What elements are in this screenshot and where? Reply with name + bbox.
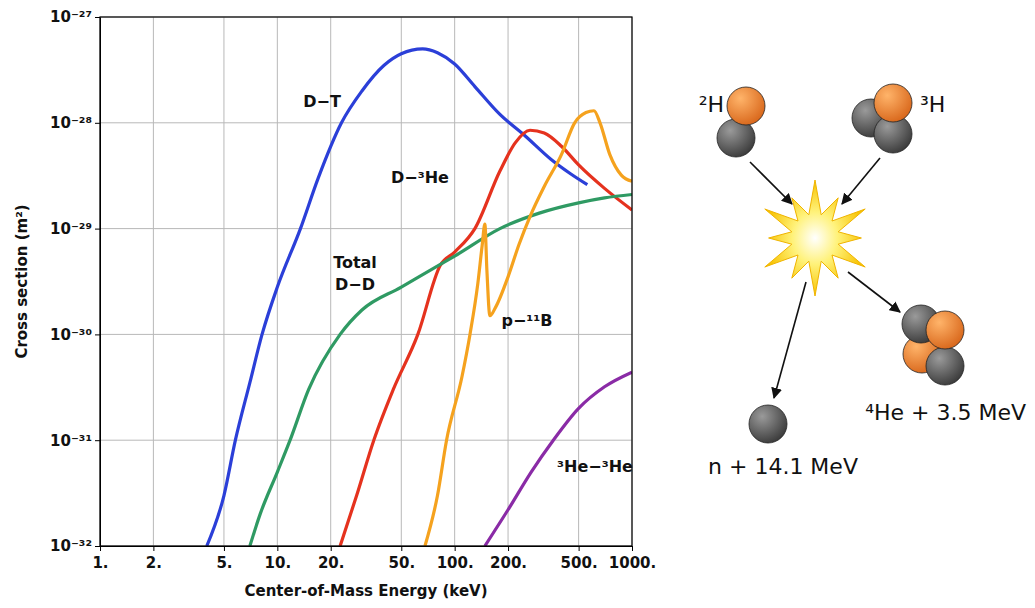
- series-line: [425, 111, 632, 546]
- y-tick-mark: [95, 546, 100, 547]
- y-tick: 10⁻³¹: [50, 432, 100, 450]
- x-tick-label: 1000.: [609, 554, 656, 572]
- y-tick-mark: [95, 17, 100, 18]
- reaction-diagram: ²H ³H n + 14.1 MeV ⁴He + 3.5 MeV: [699, 84, 1026, 479]
- x-tick-mark: [224, 546, 225, 551]
- grid-line-x: [454, 17, 455, 546]
- series-label: D−T: [303, 92, 341, 111]
- x-tick: 50.: [388, 546, 415, 572]
- grid-line-y: [100, 122, 632, 123]
- neutron: [926, 347, 964, 385]
- x-tick-label: 100.: [437, 554, 474, 572]
- neutron: [749, 405, 787, 443]
- x-tick: 5.: [216, 546, 232, 572]
- x-tick-mark: [331, 546, 332, 551]
- x-tick: 1000.: [609, 546, 656, 572]
- grid: [100, 17, 632, 546]
- proton: [874, 84, 912, 122]
- y-tick-label: 10⁻²⁷: [50, 8, 92, 26]
- x-tick-mark: [100, 546, 101, 551]
- x-tick: 20.: [318, 546, 345, 572]
- y-axis-line: [100, 18, 101, 547]
- x-tick-label: 500.: [561, 554, 598, 572]
- y-tick-mark: [95, 229, 100, 230]
- arrow: [774, 282, 806, 398]
- y-axis: 10⁻³² 10⁻³¹ 10⁻³⁰ 10⁻²⁹ 10⁻²⁸ 10⁻²⁷: [50, 8, 100, 555]
- series-label: p−¹¹B: [501, 311, 552, 330]
- x-tick-mark: [455, 546, 456, 551]
- figure: 1.2.5.10.20.50.100.200.500.1000.10⁻³²10⁻…: [0, 0, 1035, 608]
- x-tick: 2.: [146, 546, 162, 572]
- y-axis-title: Cross section (m²): [13, 204, 31, 358]
- reactant-label: ³H: [920, 92, 945, 117]
- y-tick-mark: [95, 334, 100, 335]
- arrow: [842, 158, 880, 204]
- reactant-label: ²H: [699, 92, 724, 117]
- x-tick: 1.: [92, 546, 108, 572]
- series-labels: D−T D−³He TotalD−D p−¹¹B ³He−³He: [303, 92, 633, 476]
- y-tick: 10⁻²⁷: [50, 8, 100, 26]
- y-tick: 10⁻³⁰: [50, 326, 100, 344]
- product-label: n + 14.1 MeV: [708, 454, 858, 479]
- x-tick: 500.: [561, 546, 598, 572]
- series-label: D−³He: [391, 168, 449, 187]
- x-tick: 10.: [265, 546, 292, 572]
- grid-line-x: [223, 17, 224, 546]
- x-axis: 1. 2. 5. 10. 20. 50. 100. 200. 500. 1000.: [92, 546, 656, 572]
- x-tick: 200.: [490, 546, 527, 572]
- x-tick-label: 200.: [490, 554, 527, 572]
- y-tick-mark: [95, 123, 100, 124]
- y-tick-label: 10⁻²⁹: [50, 220, 92, 238]
- x-tick-mark: [632, 546, 633, 551]
- x-tick-mark: [579, 546, 580, 551]
- grid-line-y: [100, 228, 632, 229]
- x-tick-mark: [153, 546, 154, 551]
- y-tick: 10⁻²⁸: [50, 114, 100, 132]
- x-tick-label: 1.: [92, 554, 108, 572]
- arrow: [848, 272, 900, 312]
- x-tick-mark: [277, 546, 278, 551]
- x-tick-label: 20.: [318, 554, 345, 572]
- y-tick-label: 10⁻³²: [50, 537, 92, 555]
- x-tick-label: 10.: [265, 554, 292, 572]
- x-tick-mark: [508, 546, 509, 551]
- series-label: ³He−³He: [557, 457, 633, 476]
- grid-line-x: [153, 17, 154, 546]
- x-axis-line: [101, 546, 633, 547]
- plot-background: [100, 17, 632, 546]
- arrow: [750, 162, 792, 204]
- x-tick: 100.: [437, 546, 474, 572]
- y-tick-label: 10⁻³⁰: [50, 326, 92, 344]
- proton: [926, 311, 964, 349]
- series-line: [250, 195, 632, 546]
- x-axis-title: Center-of-Mass Energy (keV): [244, 582, 487, 600]
- y-tick-label: 10⁻³¹: [50, 432, 92, 450]
- product-label: ⁴He + 3.5 MeV: [865, 400, 1026, 425]
- x-tick-label: 5.: [216, 554, 232, 572]
- plot-frame: [100, 17, 632, 546]
- x-tick-mark: [401, 546, 402, 551]
- series-label: TotalD−D: [333, 253, 377, 294]
- grid-line-x: [401, 17, 402, 546]
- fusion-burst: [765, 180, 865, 296]
- proton: [727, 87, 765, 125]
- y-tick-label: 10⁻²⁸: [50, 114, 92, 132]
- y-tick-mark: [95, 440, 100, 441]
- x-tick-label: 2.: [146, 554, 162, 572]
- y-tick: 10⁻³²: [50, 537, 100, 555]
- x-tick-label: 50.: [388, 554, 415, 572]
- grid-line-y: [100, 334, 632, 335]
- series-line: [340, 130, 632, 546]
- y-tick: 10⁻²⁹: [50, 220, 100, 238]
